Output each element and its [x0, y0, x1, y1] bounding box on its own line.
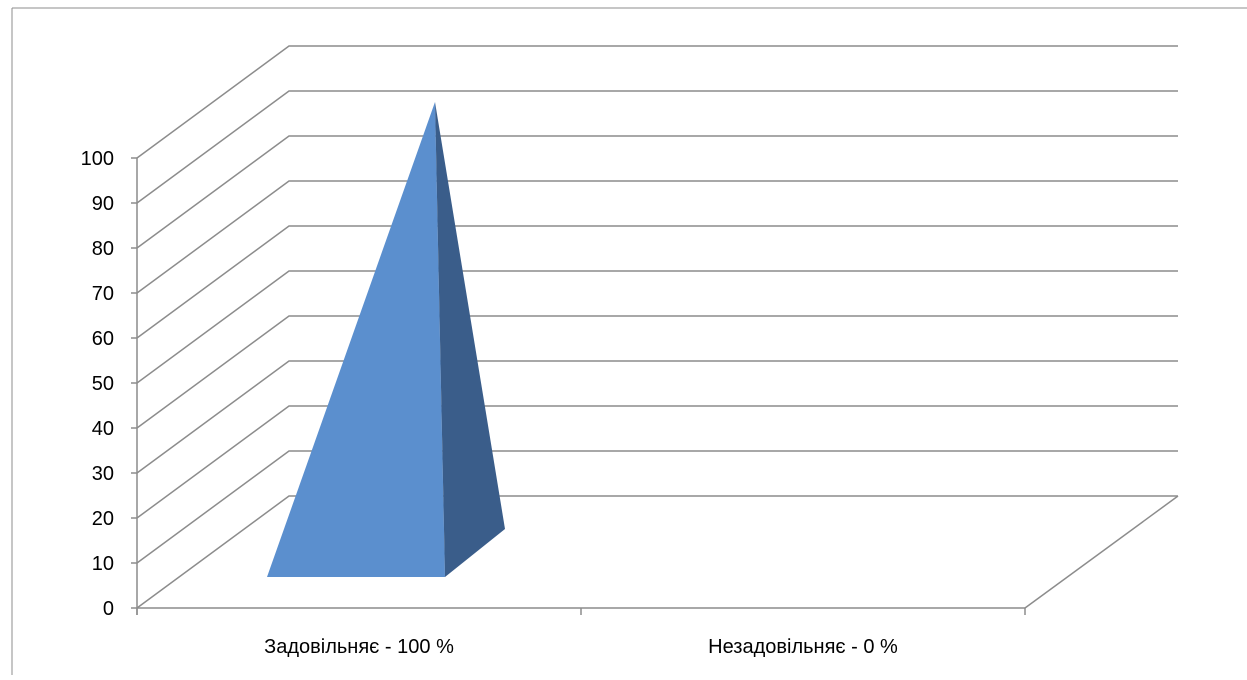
gridline-100: [136, 45, 1178, 159]
y-tick-label: 40: [92, 418, 114, 440]
gridline-20: [136, 405, 1178, 519]
y-tick-label: 20: [92, 508, 114, 530]
floor-right-edge: [1024, 495, 1179, 609]
gridline-80: [136, 135, 1178, 249]
gridline-60: [136, 225, 1178, 339]
y-tick-label: 90: [92, 193, 114, 215]
axes: [131, 157, 1026, 615]
x-tick-label: Задовільняє - 100 %: [264, 636, 454, 658]
x-axis-category-labels: Задовільняє - 100 % Незадовільняє - 0 %: [264, 636, 898, 658]
y-tick-label: 0: [103, 598, 114, 620]
gridline-90: [136, 90, 1178, 204]
y-tick-label: 30: [92, 463, 114, 485]
y-tick-label: 10: [92, 553, 114, 575]
gridline-0: [136, 495, 1178, 609]
pyramid-bar-side: [435, 102, 505, 577]
y-axis-tick-labels: 0 10 20 30 40 50 60 70 80 90 100: [81, 148, 114, 620]
gridline-70: [136, 180, 1178, 294]
y-tick-label: 50: [92, 373, 114, 395]
y-tick-label: 70: [92, 283, 114, 305]
gridlines: [136, 45, 1179, 609]
x-tick-label: Незадовільняє - 0 %: [708, 636, 898, 658]
pyramid-bars: [267, 102, 505, 577]
gridline-40: [136, 315, 1178, 429]
chart-border: [11, 7, 1247, 675]
y-tick-label: 60: [92, 328, 114, 350]
pyramid-bar-front: [267, 102, 445, 577]
gridline-50: [136, 270, 1178, 384]
gridline-10: [136, 450, 1178, 564]
gridline-30: [136, 360, 1178, 474]
y-tick-label: 100: [81, 148, 114, 170]
y-tick-label: 80: [92, 238, 114, 260]
